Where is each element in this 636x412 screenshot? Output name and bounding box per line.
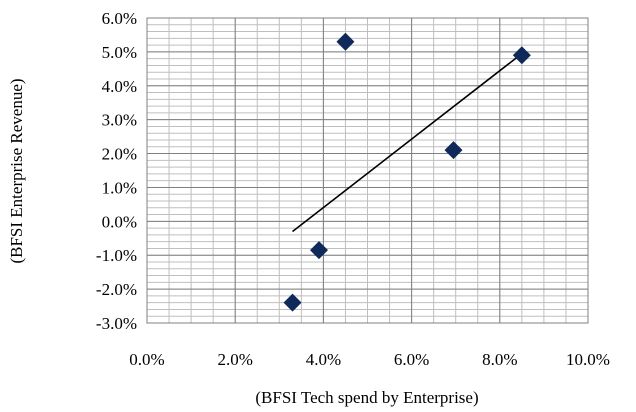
data-point [336,32,355,51]
x-tick-label: 8.0% [482,350,517,369]
y-tick-label: -2.0% [96,280,137,299]
data-point [512,46,531,65]
y-tick-label: -1.0% [96,246,137,265]
x-tick-label: 4.0% [306,350,341,369]
y-tick-label: 4.0% [102,77,137,96]
data-point [444,141,463,160]
y-tick-labels: -3.0% -2.0% -1.0% 0.0% 1.0% 2.0% 3.0% 4.0% 5.0% 6… [96,9,137,333]
y-tick-label: 0.0% [102,212,137,231]
x-tick-label: 2.0% [217,350,252,369]
x-tick-label: 6.0% [394,350,429,369]
y-tick-label: 2.0% [102,145,137,164]
y-axis-label: (BFSI Enterprise Revenue) [7,78,26,263]
x-axis-label: (BFSI Tech spend by Enterprise) [255,388,478,407]
plot-area [146,17,589,324]
y-tick-label: 1.0% [102,178,137,197]
data-point [309,241,328,260]
data-points [283,32,531,312]
x-tick-label: 0.0% [129,350,164,369]
trendline [292,52,523,233]
x-tick-labels: 0.0% 2.0% 4.0% 6.0% 8.0% 10.0% [129,350,610,369]
x-tick-label: 10.0% [566,350,610,369]
data-point [283,293,302,312]
y-tick-label: 3.0% [102,111,137,130]
y-tick-label: -3.0% [96,314,137,333]
y-tick-label: 6.0% [102,9,137,28]
y-tick-label: 5.0% [102,43,137,62]
